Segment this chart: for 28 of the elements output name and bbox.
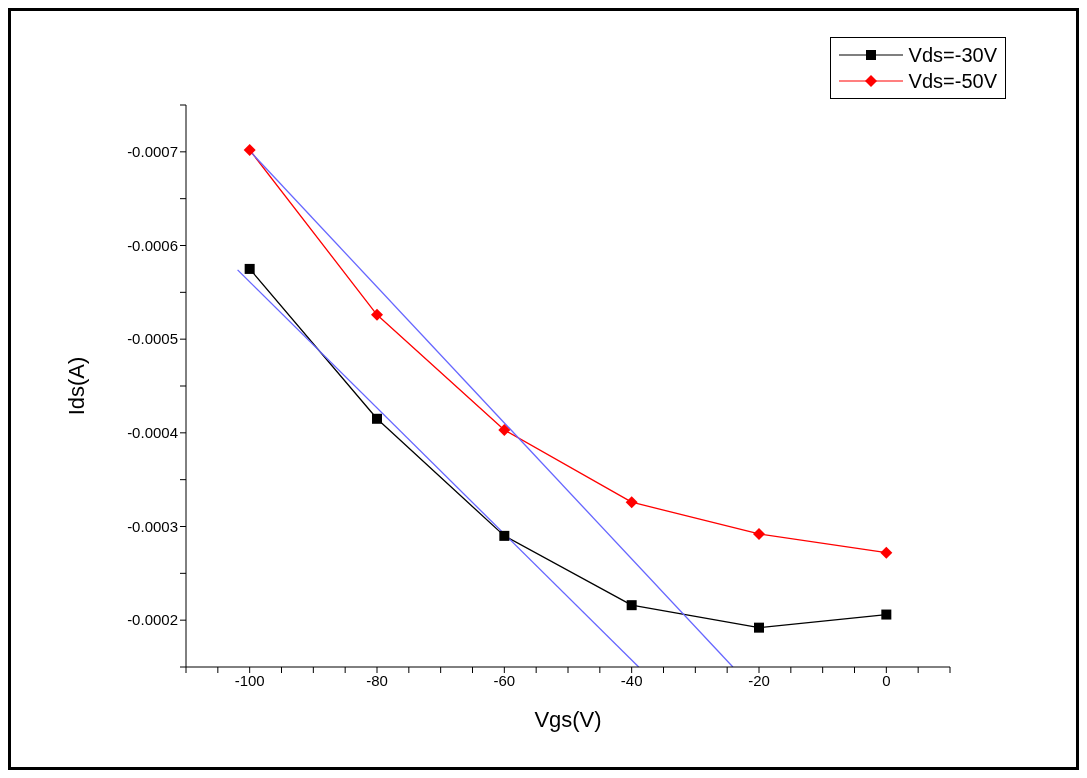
- point: [754, 622, 764, 633]
- point: [753, 527, 765, 540]
- x-tick-label: -60: [493, 671, 516, 689]
- point: [880, 546, 893, 559]
- legend-label: Vds=-30V: [908, 43, 997, 68]
- point: [371, 308, 383, 321]
- point: [498, 424, 511, 437]
- y-tick-label: -0.0004: [127, 424, 178, 442]
- point: [499, 530, 510, 541]
- y-tick-label: -0.0005: [127, 330, 178, 348]
- point: [243, 143, 256, 156]
- y-tick-label: -0.0006: [127, 236, 178, 254]
- x-tick-label: -20: [748, 671, 770, 689]
- y-tick-label: -0.0003: [127, 517, 178, 535]
- point: [625, 496, 638, 509]
- point: [881, 609, 892, 620]
- point: [244, 263, 255, 274]
- legend-label: Vds=-50V: [908, 69, 997, 94]
- y-tick-label: -0.0007: [127, 143, 178, 161]
- point: [626, 600, 637, 611]
- x-tick-label: -80: [366, 671, 388, 689]
- x-tick-label: -40: [620, 671, 643, 689]
- y-axis-title: Ids(A): [63, 356, 89, 416]
- point: [372, 413, 382, 424]
- x-tick-label: 0: [882, 671, 891, 689]
- x-axis-title: Vgs(V): [534, 707, 602, 732]
- x-tick-label: -100: [234, 671, 265, 689]
- y-tick-label: -0.0002: [127, 611, 178, 629]
